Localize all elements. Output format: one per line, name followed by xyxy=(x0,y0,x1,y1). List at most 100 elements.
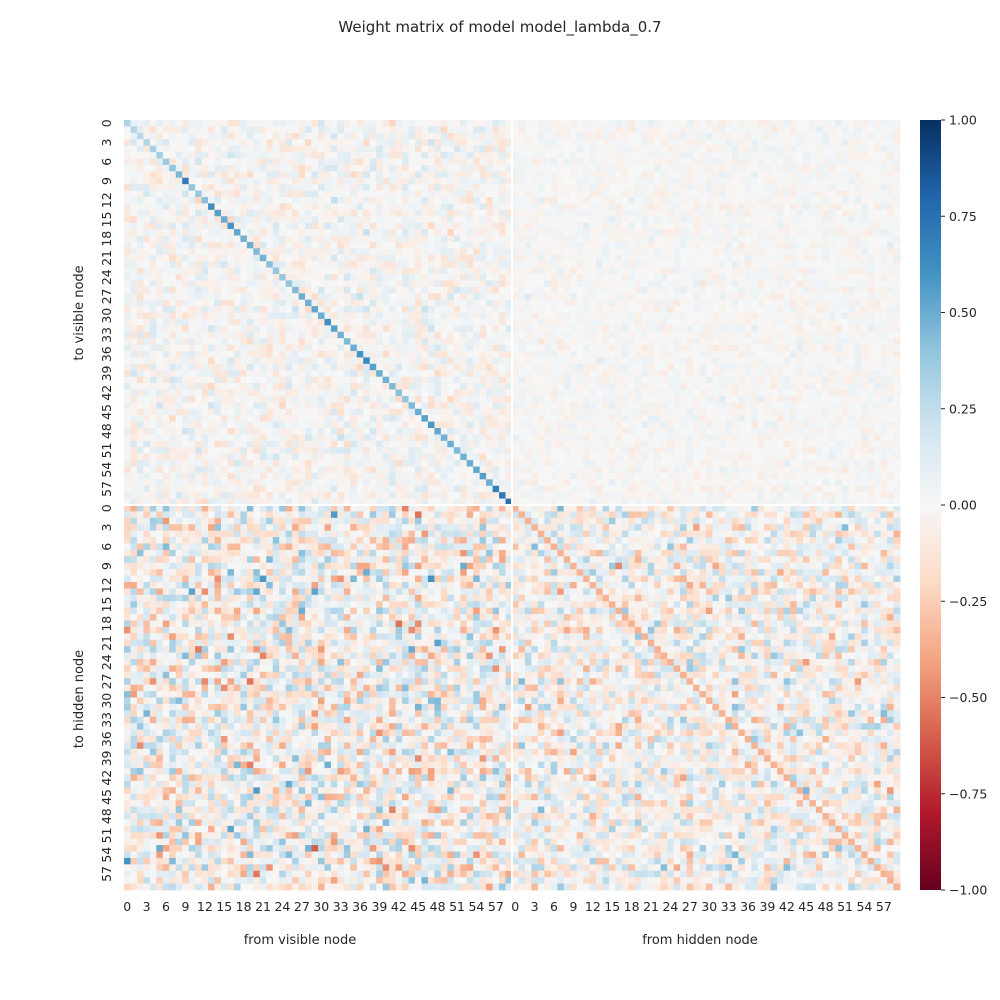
heatmap-cell xyxy=(318,139,325,147)
heatmap-cell xyxy=(828,241,836,249)
heatmap-cell xyxy=(156,177,164,185)
heatmap-cell xyxy=(738,248,746,256)
heatmap-cell xyxy=(214,254,222,262)
heatmap-cell xyxy=(841,344,849,352)
heatmap-cell xyxy=(790,120,797,127)
heatmap-cell xyxy=(369,158,377,166)
heatmap-cell xyxy=(602,331,610,339)
heatmap-cell xyxy=(201,312,209,320)
heatmap-cell xyxy=(803,351,810,358)
heatmap-cell xyxy=(208,235,215,243)
heatmap-cell xyxy=(505,235,513,243)
heatmap-cell xyxy=(706,139,713,147)
heatmap-cell xyxy=(505,209,513,217)
heatmap-cell xyxy=(550,376,558,384)
heatmap-cell xyxy=(382,274,390,281)
heatmap-cell xyxy=(686,261,694,268)
heatmap-cell xyxy=(654,286,662,294)
heatmap-cell xyxy=(861,376,869,384)
heatmap-cell xyxy=(453,216,461,224)
heatmap-cell xyxy=(667,274,675,281)
heatmap-cell xyxy=(557,248,565,256)
heatmap-cell xyxy=(402,280,409,288)
heatmap-cell xyxy=(479,274,487,281)
heatmap-cell xyxy=(744,177,752,185)
heatmap-cell xyxy=(343,274,351,281)
heatmap-cell xyxy=(718,145,726,153)
heatmap-cell xyxy=(376,286,384,294)
heatmap-cell xyxy=(647,197,655,204)
heatmap-cell xyxy=(427,331,435,339)
heatmap-cell xyxy=(415,139,422,147)
heatmap-cell xyxy=(389,331,396,339)
heatmap-cell xyxy=(421,274,429,281)
heatmap-cell xyxy=(867,241,875,249)
heatmap-cell xyxy=(693,312,700,320)
heatmap-cell xyxy=(221,274,228,281)
heatmap-cell xyxy=(253,241,261,249)
heatmap-cell xyxy=(356,267,364,275)
heatmap-cell xyxy=(240,261,248,268)
heatmap-cell xyxy=(725,274,733,281)
heatmap-cell xyxy=(512,299,519,307)
heatmap-cell xyxy=(815,120,823,127)
heatmap-cell xyxy=(893,293,901,301)
heatmap-cell xyxy=(279,158,287,166)
heatmap-cell xyxy=(149,306,157,313)
heatmap-cell xyxy=(803,312,810,320)
heatmap-cell xyxy=(576,274,584,281)
heatmap-cell xyxy=(641,171,649,179)
heatmap-cell xyxy=(576,184,584,191)
heatmap-cell xyxy=(770,197,778,204)
heatmap-cell xyxy=(764,286,772,294)
heatmap-cell xyxy=(628,351,636,358)
heatmap-cell xyxy=(124,306,131,313)
heatmap-cell xyxy=(434,280,442,288)
heatmap-cell xyxy=(667,235,675,243)
heatmap-cell xyxy=(330,351,338,358)
heatmap-cell xyxy=(557,299,565,307)
heatmap-cell xyxy=(602,235,610,243)
heatmap-cell xyxy=(324,338,332,345)
heatmap-cell xyxy=(647,351,655,358)
heatmap-cell xyxy=(460,325,468,333)
heatmap-cell xyxy=(660,286,668,294)
heatmap-cell xyxy=(673,344,681,352)
heatmap-cell xyxy=(777,171,784,179)
heatmap-cell xyxy=(460,267,468,275)
heatmap-cell xyxy=(421,229,429,236)
heatmap-cell xyxy=(764,318,772,326)
heatmap-cell xyxy=(576,318,584,326)
heatmap-cell xyxy=(609,120,616,127)
heatmap-cell xyxy=(136,203,144,211)
heatmap-cell xyxy=(272,254,280,262)
heatmap-cell xyxy=(667,338,675,345)
heatmap-cell xyxy=(395,222,403,230)
heatmap-cell xyxy=(492,325,500,333)
heatmap-cell xyxy=(822,254,830,262)
heatmap-cell xyxy=(162,376,170,384)
heatmap-cell xyxy=(408,376,416,384)
heatmap-cell xyxy=(757,241,765,249)
heatmap-cell xyxy=(182,293,190,301)
heatmap-cell xyxy=(311,184,319,191)
heatmap-cell xyxy=(427,383,435,390)
heatmap-cell xyxy=(893,145,901,153)
heatmap-cell xyxy=(874,267,881,275)
heatmap-cell xyxy=(447,370,455,378)
heatmap-cell xyxy=(563,177,571,185)
heatmap-cell xyxy=(298,203,306,211)
heatmap-cell xyxy=(848,248,856,256)
heatmap-cell xyxy=(214,306,222,313)
heatmap-cell xyxy=(660,120,668,127)
heatmap-cell xyxy=(531,184,539,191)
heatmap-cell xyxy=(201,254,209,262)
heatmap-cell xyxy=(667,325,675,333)
heatmap-cell xyxy=(363,152,371,159)
heatmap-cell xyxy=(518,126,526,134)
heatmap-cell xyxy=(731,280,739,288)
heatmap-cell xyxy=(867,299,875,307)
heatmap-cell xyxy=(596,357,603,365)
heatmap-cell xyxy=(175,120,183,127)
heatmap-cell xyxy=(647,184,655,191)
